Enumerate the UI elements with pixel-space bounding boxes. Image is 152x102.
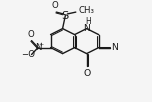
Text: N: N bbox=[111, 43, 118, 52]
Text: O: O bbox=[27, 30, 34, 39]
Text: O: O bbox=[83, 69, 90, 78]
Text: N: N bbox=[83, 24, 90, 33]
Text: CH₃: CH₃ bbox=[78, 7, 94, 16]
Text: +: + bbox=[38, 42, 43, 47]
Text: N: N bbox=[35, 43, 41, 52]
Text: O: O bbox=[51, 1, 58, 10]
Text: S: S bbox=[62, 11, 69, 21]
Text: H: H bbox=[85, 17, 91, 26]
Text: −O: −O bbox=[21, 50, 35, 59]
